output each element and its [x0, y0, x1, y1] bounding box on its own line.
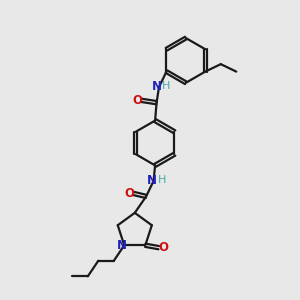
- Text: N: N: [152, 80, 162, 93]
- Text: O: O: [158, 241, 168, 254]
- Text: N: N: [146, 174, 157, 188]
- Text: O: O: [124, 187, 134, 200]
- Text: N: N: [117, 239, 127, 252]
- Text: H: H: [158, 175, 166, 185]
- Text: O: O: [132, 94, 142, 107]
- Text: H: H: [162, 81, 171, 91]
